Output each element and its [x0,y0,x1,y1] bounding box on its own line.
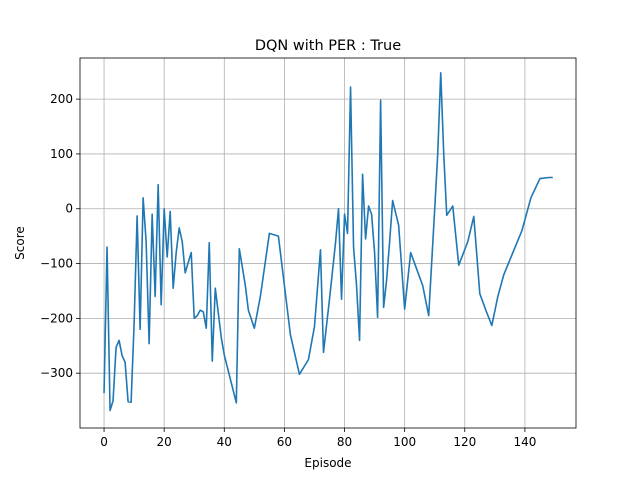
y-tick-label: −100 [40,257,73,271]
x-axis-label: Episode [304,456,351,470]
plot-area [80,58,576,428]
y-tick-label: 0 [65,202,73,216]
x-tick-label: 40 [217,435,232,449]
x-tick-label: 100 [393,435,416,449]
x-tick-label: 20 [157,435,172,449]
y-tick-label: 100 [50,147,73,161]
chart-title: DQN with PER : True [255,38,401,54]
y-tick-label: −300 [40,366,73,380]
y-tick-label: −200 [40,311,73,325]
axes-frame [79,57,577,429]
series-group [103,72,553,412]
x-tick-label: 60 [277,435,292,449]
x-tick-label: 80 [337,435,352,449]
x-tick-label: 140 [513,435,536,449]
series-line [103,72,553,412]
x-tick-label: 0 [100,435,108,449]
y-axis: −300 −200 −100 0 100 200 [40,92,80,380]
y-tick-label: 200 [50,92,73,106]
x-tick-label: 120 [453,435,476,449]
x-axis: 0 20 40 60 80 100 120 140 [100,428,536,449]
y-axis-label: Score [13,226,27,260]
